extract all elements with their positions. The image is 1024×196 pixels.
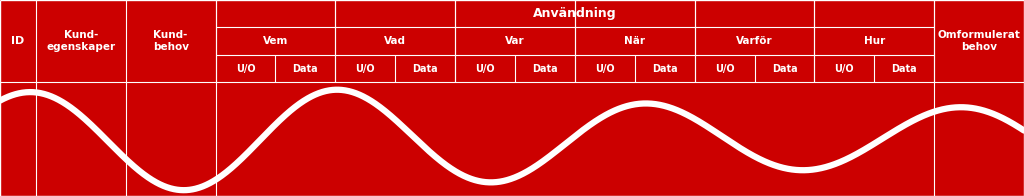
Text: Data: Data (293, 64, 318, 74)
Text: U/O: U/O (835, 64, 854, 74)
Text: Vad: Vad (384, 36, 407, 46)
Text: Kund-
behov: Kund- behov (153, 30, 188, 52)
Text: Omformulerat
behov: Omformulerat behov (938, 30, 1021, 52)
Text: Data: Data (413, 64, 438, 74)
Text: När: När (625, 36, 645, 46)
Text: Data: Data (652, 64, 678, 74)
Text: U/O: U/O (236, 64, 255, 74)
Text: U/O: U/O (715, 64, 734, 74)
Text: Kund-
egenskaper: Kund- egenskaper (46, 30, 116, 52)
Text: Data: Data (892, 64, 918, 74)
Text: U/O: U/O (355, 64, 375, 74)
Text: Hur: Hur (863, 36, 885, 46)
Text: U/O: U/O (475, 64, 495, 74)
Text: Data: Data (532, 64, 558, 74)
Text: Var: Var (505, 36, 525, 46)
Text: Varför: Varför (736, 36, 773, 46)
Text: Vem: Vem (263, 36, 288, 46)
Text: U/O: U/O (595, 64, 614, 74)
Text: ID: ID (11, 36, 25, 46)
Text: Data: Data (772, 64, 798, 74)
Text: Användning: Användning (534, 7, 616, 20)
